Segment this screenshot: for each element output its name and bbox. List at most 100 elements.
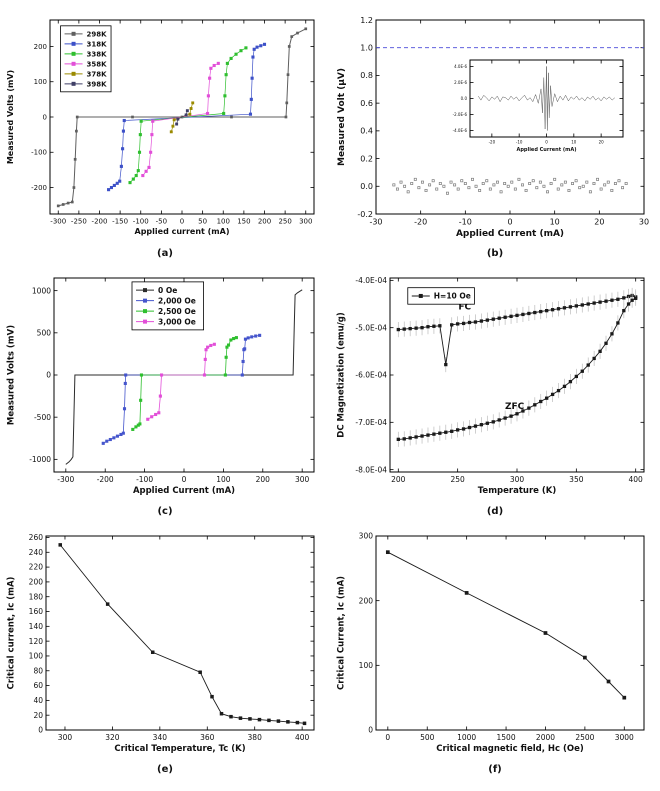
caption-a: (a)	[157, 248, 173, 259]
svg-text:-200: -200	[97, 475, 114, 484]
svg-text:Critical magnetic field, Hc (O: Critical magnetic field, Hc (Oe)	[436, 744, 584, 754]
svg-text:0.8: 0.8	[360, 71, 373, 80]
svg-text:300: 300	[58, 733, 73, 742]
svg-text:300: 300	[510, 475, 525, 484]
svg-text:Temperature (K): Temperature (K)	[478, 486, 557, 496]
chart-iv-vs-temperature: -300 -250 -200 -150 -100 -50 0 50 100 150 200 250 30…	[6, 19, 315, 236]
svg-text:100: 100	[359, 661, 374, 670]
svg-text:-5.0E-04: -5.0E-04	[355, 323, 387, 332]
svg-text:200: 200	[34, 43, 47, 51]
svg-text:400: 400	[629, 475, 644, 484]
svg-text:2000: 2000	[536, 733, 555, 742]
caption-d: (d)	[486, 506, 504, 517]
svg-text:0.2: 0.2	[360, 154, 373, 163]
svg-text:-10: -10	[516, 140, 523, 145]
panel-e: 300 320 340 360 380 400 0 20 40 60 80 100 120 140 160 1…	[4, 528, 326, 786]
caption-c: (c)	[157, 506, 173, 517]
svg-text:300: 300	[295, 475, 310, 484]
svg-text:1500: 1500	[497, 733, 516, 742]
svg-text:Applied current (mA): Applied current (mA)	[135, 227, 230, 236]
svg-text:120: 120	[29, 637, 44, 646]
caption-b: (b)	[486, 248, 504, 259]
svg-text:-300: -300	[50, 218, 66, 226]
svg-text:0.4: 0.4	[360, 127, 373, 136]
panel-a: -300 -250 -200 -150 -100 -50 0 50 100 150 200 250 30…	[4, 12, 326, 270]
svg-text:0: 0	[507, 218, 512, 227]
svg-text:338K: 338K	[87, 50, 108, 58]
svg-text:100: 100	[29, 652, 44, 661]
caption-e: (e)	[157, 764, 173, 775]
svg-text:140: 140	[29, 622, 44, 631]
svg-text:0: 0	[545, 140, 548, 145]
svg-text:3000: 3000	[615, 733, 634, 742]
svg-text:DC Magnetization (emu/g): DC Magnetization (emu/g)	[337, 312, 347, 438]
svg-text:3,000 Oe: 3,000 Oe	[158, 317, 196, 326]
svg-text:20: 20	[594, 218, 604, 227]
svg-text:-6.0E-04: -6.0E-04	[355, 371, 387, 380]
svg-text:160: 160	[29, 607, 44, 616]
svg-text:100: 100	[216, 475, 231, 484]
svg-text:350: 350	[569, 475, 584, 484]
svg-text:-0.2: -0.2	[357, 210, 373, 219]
svg-text:260: 260	[29, 533, 44, 542]
svg-text:80: 80	[33, 666, 43, 675]
svg-text:0: 0	[43, 113, 47, 121]
svg-text:378K: 378K	[87, 70, 108, 78]
svg-text:-150: -150	[112, 218, 128, 226]
svg-text:340: 340	[153, 733, 168, 742]
svg-text:ZFC: ZFC	[505, 402, 525, 412]
svg-text:300: 300	[299, 218, 312, 226]
svg-text:200: 200	[391, 475, 406, 484]
svg-text:0 Oe: 0 Oe	[158, 286, 177, 295]
svg-text:180: 180	[29, 592, 44, 601]
svg-text:H=10 Oe: H=10 Oe	[434, 292, 471, 301]
svg-text:Applied Current (mA): Applied Current (mA)	[456, 229, 564, 239]
svg-text:500: 500	[420, 733, 435, 742]
svg-text:Applied Current (mA): Applied Current (mA)	[516, 147, 576, 152]
svg-text:Measured Volt (µV): Measured Volt (µV)	[337, 68, 347, 166]
svg-text:20: 20	[599, 140, 605, 145]
caption-f: (f)	[488, 764, 502, 775]
svg-text:0: 0	[180, 218, 184, 226]
panel-d: 200 250 300 350 400 -8.0E-04 -7.0E-04 -6.0E-04 -…	[334, 270, 656, 528]
svg-text:20: 20	[33, 711, 43, 720]
svg-text:0: 0	[385, 733, 390, 742]
svg-text:-30: -30	[369, 218, 382, 227]
svg-text:300: 300	[359, 532, 374, 541]
svg-text:1.2: 1.2	[360, 16, 373, 25]
svg-text:10: 10	[571, 140, 577, 145]
svg-text:Critical Temperature, Tc (K): Critical Temperature, Tc (K)	[114, 744, 245, 754]
svg-text:-200: -200	[92, 218, 108, 226]
svg-text:250: 250	[278, 218, 291, 226]
svg-text:30: 30	[639, 218, 649, 227]
svg-text:-4.0E-04: -4.0E-04	[355, 276, 387, 285]
svg-text:40: 40	[33, 696, 43, 705]
panel-c: -300 -200 -100 0 100 200 300 -1000 -500 0 500 1000 0…	[4, 270, 326, 528]
svg-text:2.0E-6: 2.0E-6	[454, 80, 467, 85]
svg-text:-7.0E-04: -7.0E-04	[355, 418, 387, 427]
svg-text:-50: -50	[156, 218, 167, 226]
svg-text:240: 240	[29, 548, 44, 557]
svg-text:360: 360	[200, 733, 215, 742]
panel-b: -30 -20 -10 0 10 20 30 -0.2 0.0 0.2 0.4 0.6 0.8 1.0 1.…	[334, 12, 656, 270]
svg-text:-200: -200	[31, 184, 47, 192]
svg-text:0: 0	[368, 726, 373, 735]
svg-text:1.0: 1.0	[360, 44, 373, 53]
svg-text:2,000 Oe: 2,000 Oe	[158, 296, 196, 305]
svg-text:1000: 1000	[457, 733, 476, 742]
svg-text:FC: FC	[458, 303, 471, 313]
svg-text:-8.0E-04: -8.0E-04	[355, 465, 387, 474]
svg-text:200: 200	[29, 578, 44, 587]
chart-noise-inset: -20 -10 0 10 20 -4.0E-6 -2.0E-6 0.0 2.0E-6 4.0E-6…	[446, 56, 628, 152]
svg-text:100: 100	[34, 78, 47, 86]
svg-text:-250: -250	[71, 218, 87, 226]
svg-text:200: 200	[359, 596, 374, 605]
svg-text:358K: 358K	[87, 60, 108, 68]
svg-text:200: 200	[258, 218, 271, 226]
svg-text:-4.0E-6: -4.0E-6	[453, 128, 468, 133]
svg-text:-100: -100	[133, 218, 149, 226]
svg-text:250: 250	[450, 475, 465, 484]
svg-text:298K: 298K	[87, 30, 108, 38]
